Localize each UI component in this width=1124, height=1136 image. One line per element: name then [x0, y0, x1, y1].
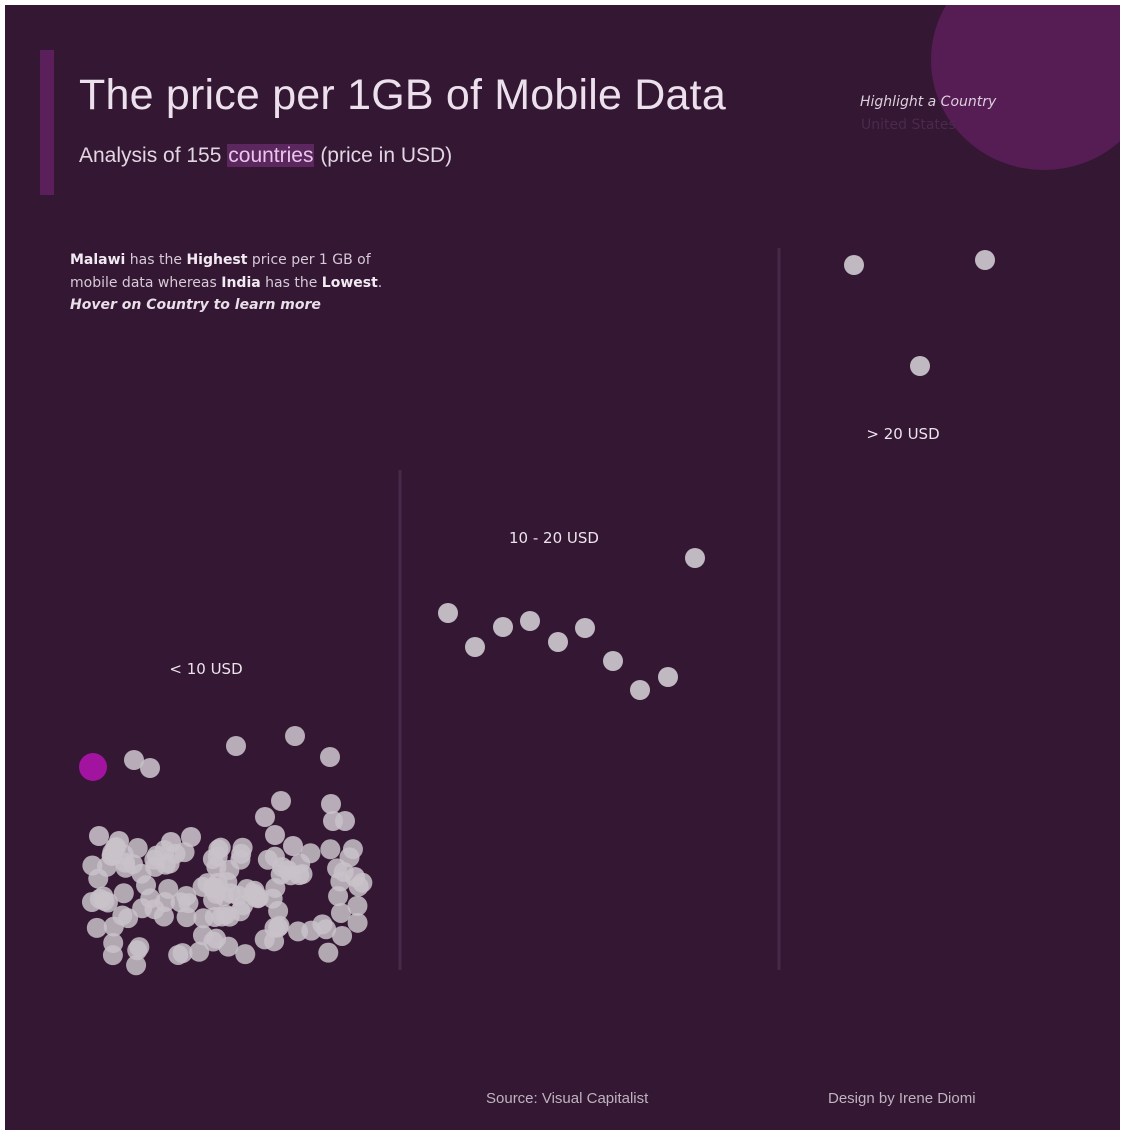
country-dot[interactable] — [347, 895, 368, 916]
country-dot[interactable] — [219, 859, 240, 880]
annotation-part: price per 1 GB of mobile data whereas — [70, 252, 371, 291]
page-subtitle: Analysis of 155 countries (price in USD) — [79, 144, 452, 168]
country-dot[interactable] — [520, 611, 540, 631]
country-dot[interactable] — [218, 936, 239, 957]
country-dot[interactable] — [844, 255, 864, 275]
country-dot[interactable] — [603, 651, 623, 671]
country-dot[interactable] — [235, 944, 256, 965]
country-dot[interactable] — [328, 886, 349, 907]
country-dot[interactable] — [172, 943, 193, 964]
annotation-part: has the — [260, 274, 322, 291]
country-dot[interactable] — [321, 794, 341, 814]
annotation-text: Malawi has the Highest price per 1 GB of… — [70, 249, 400, 317]
country-dot[interactable] — [96, 856, 117, 877]
group-label-1: < 10 USD — [169, 660, 242, 678]
country-dot[interactable] — [658, 667, 678, 687]
country-dots[interactable] — [79, 250, 995, 976]
country-dot[interactable] — [86, 917, 107, 938]
country-dot[interactable] — [181, 827, 201, 847]
country-dot[interactable] — [330, 871, 351, 892]
country-dot[interactable] — [193, 908, 214, 929]
country-dot[interactable] — [132, 898, 153, 919]
country-dot[interactable] — [630, 680, 650, 700]
country-dot[interactable] — [348, 876, 369, 897]
highest-country: Malawi — [70, 252, 126, 268]
annotation-part: . — [377, 274, 383, 291]
country-dot[interactable] — [103, 933, 124, 954]
country-dot[interactable] — [189, 941, 210, 962]
country-dot[interactable] — [320, 747, 340, 767]
country-dot[interactable] — [320, 839, 341, 860]
page-title: The price per 1GB of Mobile Data — [79, 71, 726, 119]
country-dot[interactable] — [465, 637, 485, 657]
country-dot[interactable] — [210, 837, 231, 858]
country-dot[interactable] — [124, 750, 144, 770]
country-dot[interactable] — [312, 914, 333, 935]
country-dot[interactable] — [140, 758, 160, 778]
country-dot[interactable] — [347, 912, 368, 933]
hover-hint: Hover on Country to learn more — [70, 297, 321, 313]
country-dot[interactable] — [318, 942, 339, 963]
country-dot[interactable] — [330, 902, 351, 923]
country-dot[interactable] — [257, 849, 278, 870]
lowest-word: Lowest — [321, 274, 378, 291]
country-dot[interactable] — [269, 915, 290, 936]
highlight-country-select[interactable]: United States — [861, 117, 956, 133]
design-credit: Design by Irene Diomi — [828, 1090, 976, 1107]
country-dot[interactable] — [115, 857, 136, 878]
visualization-canvas: The price per 1GB of Mobile Data Analysi… — [5, 5, 1120, 1130]
country-dot[interactable] — [438, 603, 458, 623]
country-dot[interactable] — [255, 807, 275, 827]
lowest-country: India — [221, 274, 261, 291]
country-dot[interactable] — [548, 632, 568, 652]
country-dot[interactable] — [247, 888, 268, 909]
country-dot[interactable] — [89, 888, 110, 909]
group-label-3: > 20 USD — [866, 425, 939, 443]
title-accent-bar — [40, 50, 54, 195]
country-dot[interactable] — [975, 250, 995, 270]
country-dot[interactable] — [493, 617, 513, 637]
country-dot[interactable] — [126, 955, 147, 976]
highlighted-dot[interactable] — [79, 753, 107, 781]
annotation-part: has the — [125, 252, 187, 268]
highest-word: Highest — [186, 252, 248, 268]
country-dot[interactable] — [203, 931, 224, 952]
country-dot[interactable] — [176, 907, 197, 928]
country-dot[interactable] — [207, 872, 228, 893]
country-dot[interactable] — [910, 356, 930, 376]
country-dot[interactable] — [113, 883, 134, 904]
country-dot[interactable] — [155, 892, 176, 913]
group-label-2: 10 - 20 USD — [509, 529, 599, 547]
source-credit: Source: Visual Capitalist — [486, 1090, 649, 1107]
country-dot[interactable] — [89, 826, 109, 846]
country-dot[interactable] — [103, 916, 124, 937]
country-dot[interactable] — [332, 925, 353, 946]
country-dot[interactable] — [230, 901, 251, 922]
subtitle-highlight: countries — [227, 144, 315, 167]
country-dot[interactable] — [575, 618, 595, 638]
country-dot[interactable] — [145, 856, 166, 877]
country-dot[interactable] — [127, 940, 148, 961]
subtitle-suffix: (price in USD) — [314, 144, 453, 167]
subtitle-prefix: Analysis of 155 — [79, 144, 228, 167]
country-dot[interactable] — [226, 736, 246, 756]
country-dot[interactable] — [290, 853, 311, 874]
country-dot[interactable] — [176, 885, 197, 906]
country-dot[interactable] — [192, 876, 213, 897]
price-scatter-chart: < 10 USD 10 - 20 USD > 20 USD — [79, 248, 995, 976]
country-dot[interactable] — [232, 837, 253, 858]
group-labels: < 10 USD 10 - 20 USD > 20 USD — [169, 425, 939, 678]
country-dot[interactable] — [685, 548, 705, 568]
country-dot[interactable] — [283, 836, 303, 856]
highlight-country-label: Highlight a Country — [860, 94, 997, 110]
country-dot[interactable] — [262, 888, 283, 909]
country-dot[interactable] — [335, 811, 355, 831]
country-dot[interactable] — [271, 791, 291, 811]
country-dot[interactable] — [165, 843, 186, 864]
group-dividers — [398, 248, 781, 970]
country-dot[interactable] — [285, 726, 305, 746]
country-dot[interactable] — [265, 825, 285, 845]
